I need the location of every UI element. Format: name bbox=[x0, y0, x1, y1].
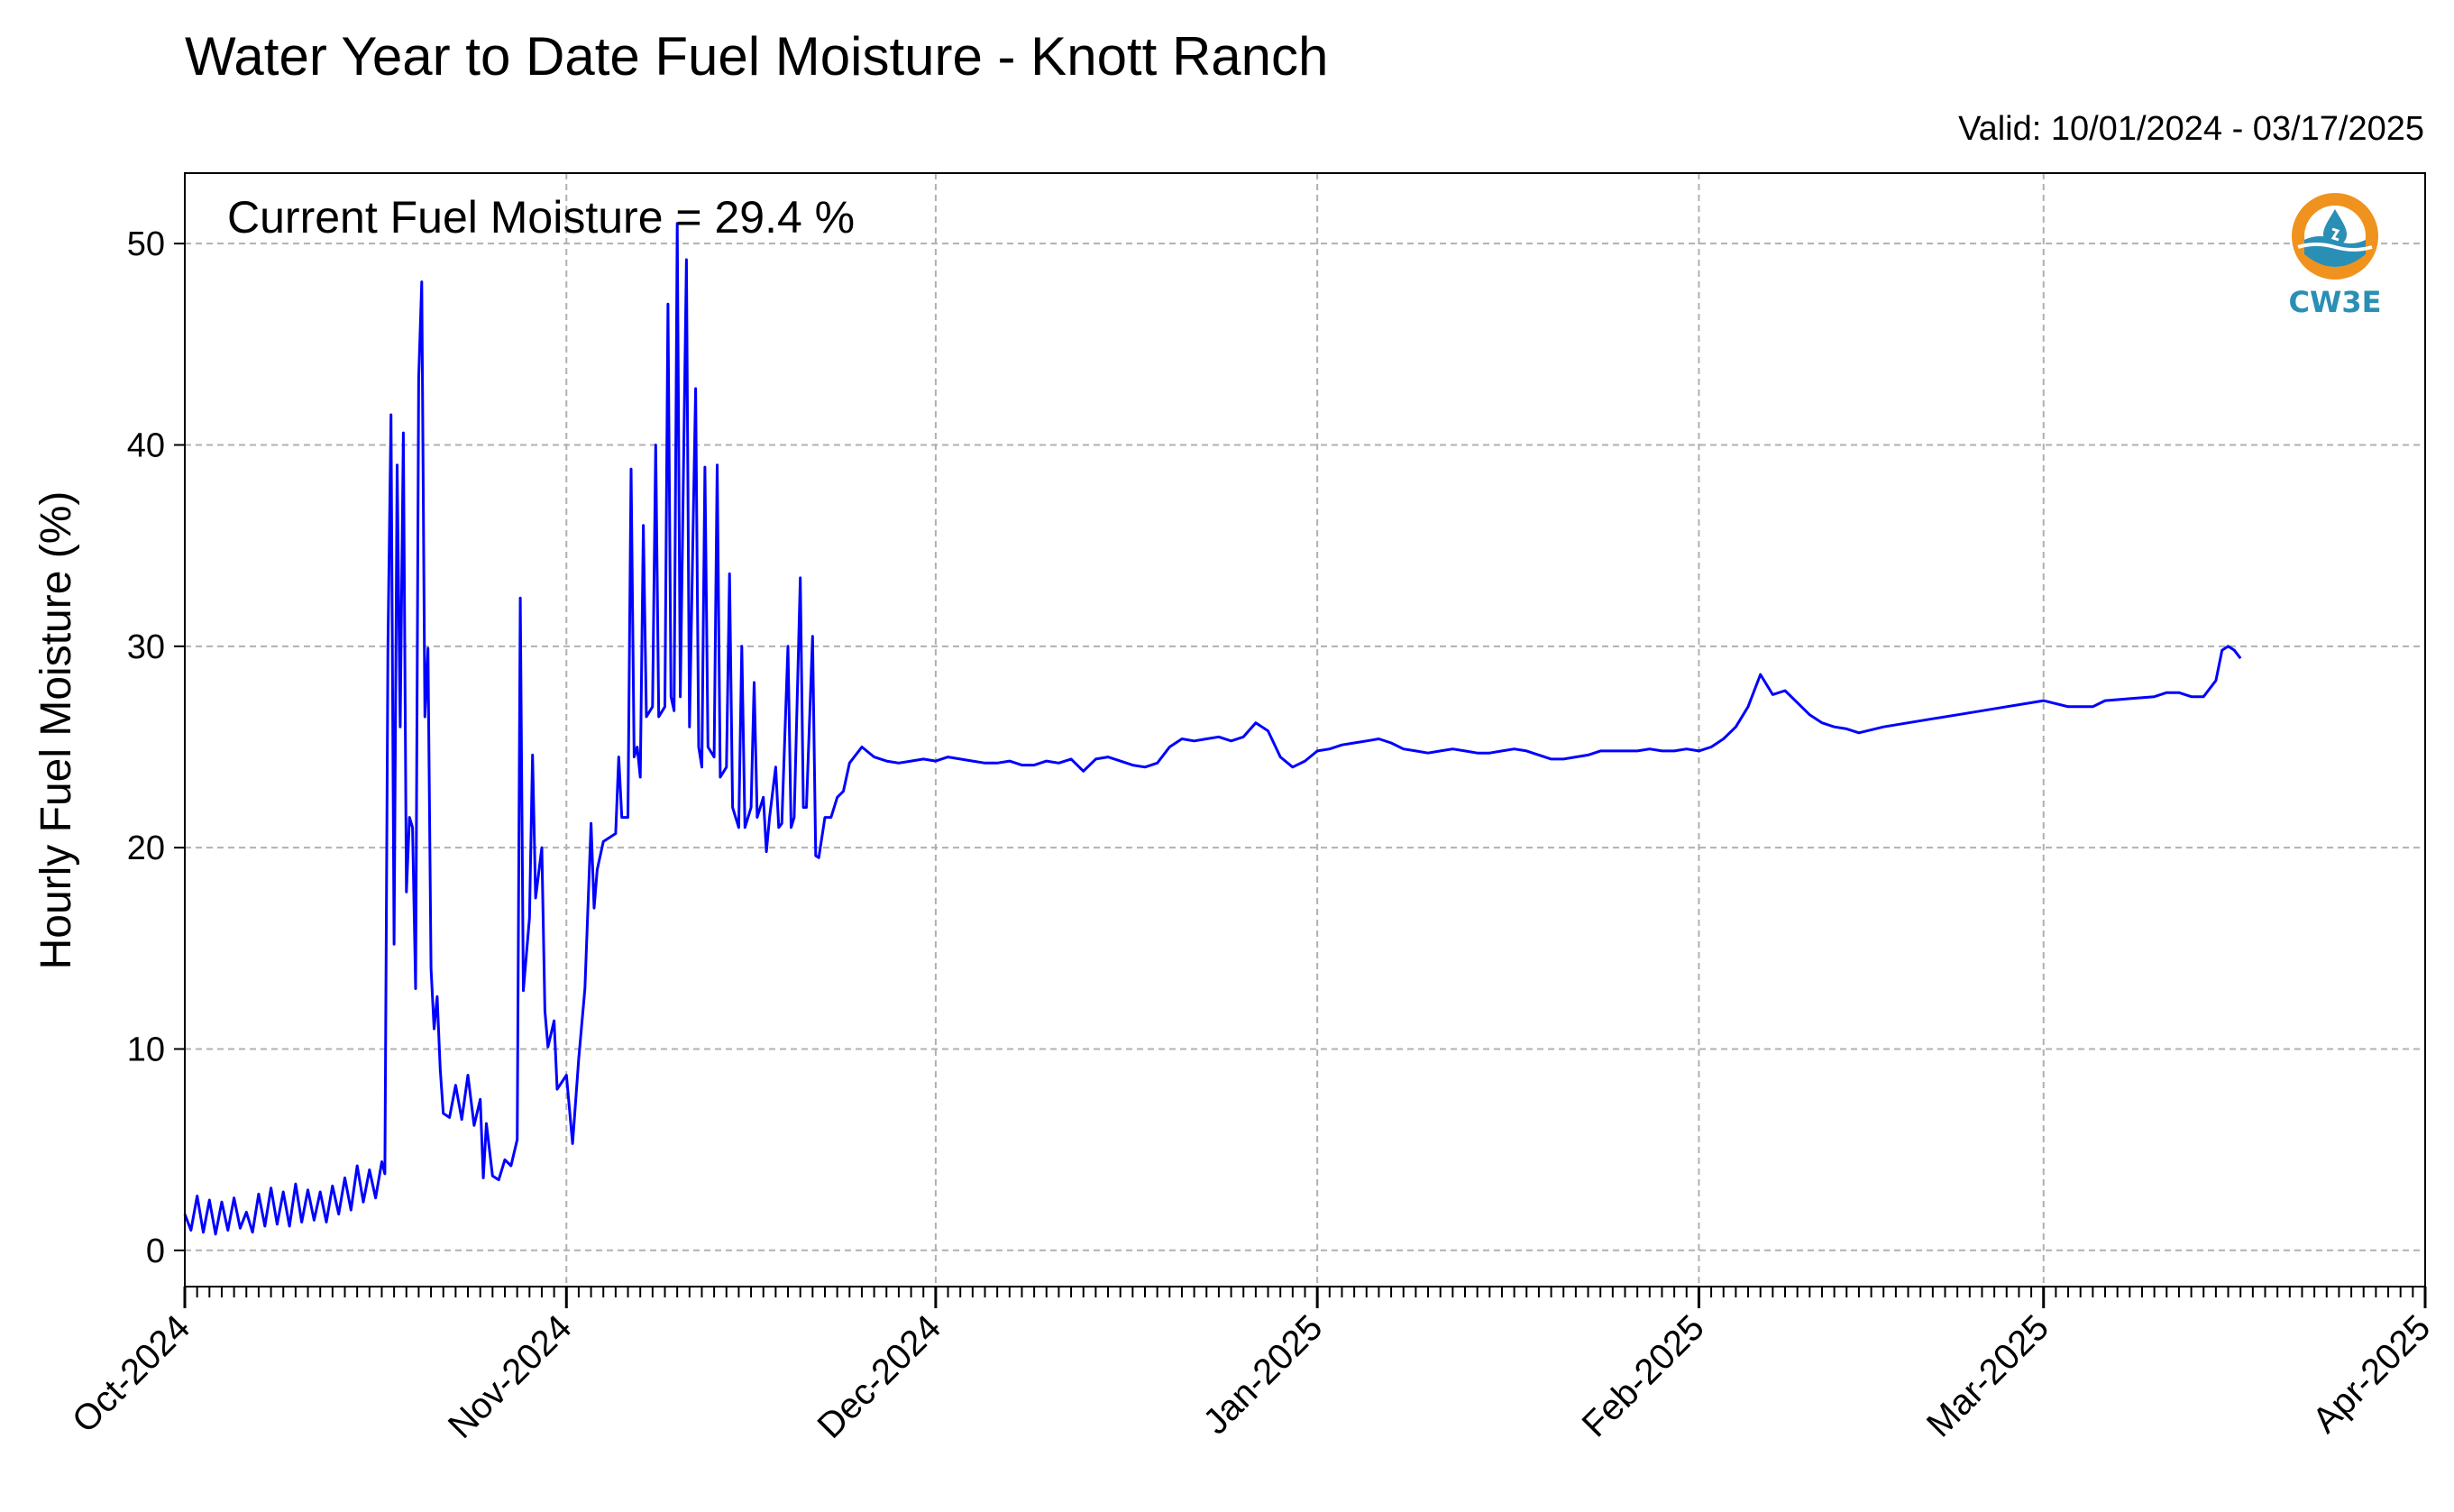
x-tick-label: Apr-2025 bbox=[2305, 1307, 2438, 1440]
y-tick-label: 0 bbox=[146, 1233, 165, 1270]
cw3e-logo: CW3E bbox=[2276, 189, 2394, 334]
x-tick-label: Jan-2025 bbox=[1195, 1307, 1330, 1442]
y-tick-label: 10 bbox=[127, 1031, 165, 1068]
y-axis-label: Hourly Fuel Moisture (%) bbox=[32, 491, 80, 970]
x-tick-label: Nov-2024 bbox=[441, 1307, 580, 1446]
y-tick-label: 30 bbox=[127, 628, 165, 666]
y-tick-label: 20 bbox=[127, 829, 165, 867]
data-series bbox=[183, 222, 2242, 1236]
logo-text: CW3E bbox=[2288, 285, 2382, 319]
fuel-moisture-line bbox=[183, 222, 2242, 1236]
valid-date-range: Valid: 10/01/2024 - 03/17/2025 bbox=[1958, 110, 2424, 148]
axes: 0 10 20 30 40 50 Oct-2024 Nov-2024 Dec-2024 Jan-2… bbox=[65, 225, 2438, 1446]
water-drop-logo-icon bbox=[2292, 193, 2378, 279]
x-tick-label: Feb-2025 bbox=[1575, 1307, 1712, 1444]
x-tick-label: Dec-2024 bbox=[810, 1307, 948, 1446]
chart-title: Water Year to Date Fuel Moisture - Knott… bbox=[185, 26, 1329, 87]
x-tick-label: Oct-2024 bbox=[65, 1307, 197, 1440]
y-tick-label: 40 bbox=[127, 426, 165, 464]
current-moisture-annotation: Current Fuel Moisture = 29.4 % bbox=[227, 192, 855, 243]
y-tick-label: 50 bbox=[127, 225, 165, 263]
x-tick-label: Mar-2025 bbox=[1919, 1307, 2056, 1444]
